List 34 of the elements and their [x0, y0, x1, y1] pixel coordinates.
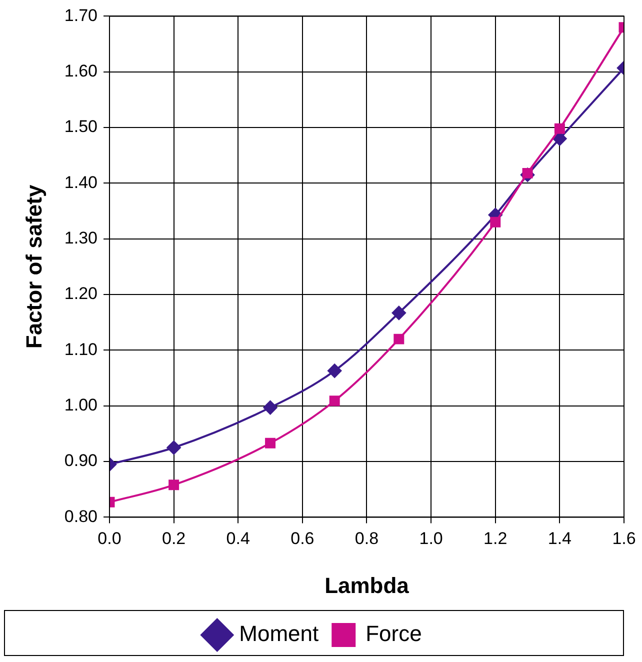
x-tick-label: 0.0	[98, 529, 122, 548]
x-tick-label: 1.2	[484, 529, 508, 548]
legend-label: Force	[366, 621, 422, 646]
y-tick-label: 0.80	[64, 506, 98, 526]
point	[263, 400, 278, 415]
point	[490, 216, 501, 228]
point	[392, 306, 406, 320]
x-tick-label: 0.6	[290, 529, 314, 548]
x-tick-label: 1.4	[548, 529, 572, 548]
x-tick-label: 0.2	[162, 529, 186, 548]
y-tick-label: 1.10	[64, 340, 98, 359]
y-tick-label: 0.90	[64, 451, 98, 470]
x-tick-label: 1.0	[419, 529, 443, 548]
y-tick-label: 1.40	[64, 172, 98, 192]
y-axis-title: Factor of safety	[21, 184, 46, 349]
point	[394, 334, 404, 344]
point	[329, 396, 340, 406]
y-tick-label: 1.60	[64, 62, 98, 81]
y-tick-label: 1.50	[64, 117, 98, 136]
x-axis-title: Lambda	[324, 572, 410, 598]
point	[166, 440, 181, 455]
x-tick-label: 0.8	[354, 529, 379, 548]
point	[265, 438, 276, 448]
x-tick-label: 1.6	[612, 529, 636, 548]
point	[328, 364, 342, 378]
point	[168, 480, 180, 490]
y-tick-label: 1.00	[64, 396, 98, 415]
y-tick-label: 1.30	[64, 228, 98, 248]
y-tick-label: 1.20	[64, 284, 98, 304]
point	[554, 123, 565, 134]
point	[552, 132, 567, 146]
y-tick-label: 1.70	[64, 6, 98, 25]
x-tick-label: 0.4	[226, 529, 250, 548]
legend-label: Moment	[239, 621, 319, 646]
